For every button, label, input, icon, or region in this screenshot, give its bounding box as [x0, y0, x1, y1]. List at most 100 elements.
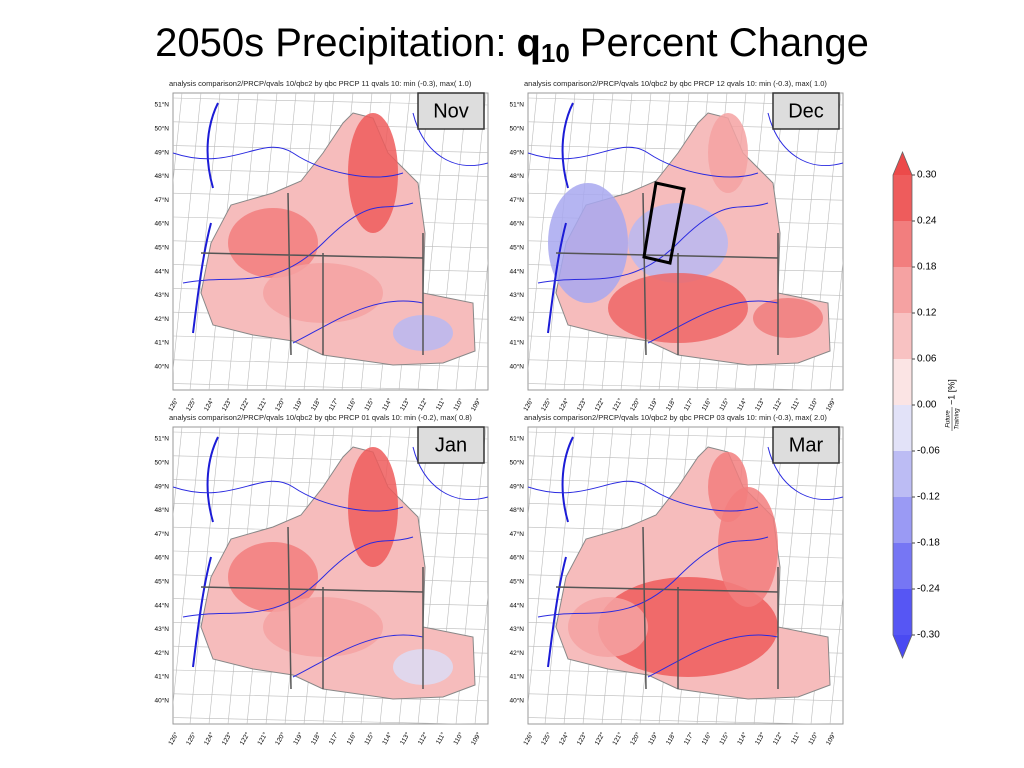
lat-label: 43°N: [154, 291, 169, 299]
anomaly-patch: [348, 447, 398, 567]
lat-label: 49°N: [509, 148, 524, 156]
map-panel: analysis comparison2/PRCP/qvals 10/qbc2 …: [154, 79, 489, 413]
map-panel: analysis comparison2/PRCP/qvals 10/qbc2 …: [154, 413, 489, 747]
graticule: [474, 258, 488, 390]
month-box: [417, 92, 485, 130]
colorbar-label-rest: −1 [%]: [946, 379, 956, 405]
lon-label: 113°: [753, 397, 767, 413]
lat-label: 50°N: [509, 459, 524, 467]
lat-label: 41°N: [509, 339, 524, 347]
colorbar-tick-label: -0.12: [917, 492, 940, 503]
graticule: [528, 383, 830, 390]
lat-label: 48°N: [154, 172, 169, 180]
map-content: [528, 93, 879, 390]
lon-label: 116°: [700, 397, 714, 413]
lat-label: 46°N: [509, 220, 524, 228]
anomaly-patch: [548, 183, 628, 303]
lat-label: 51°N: [509, 435, 524, 443]
colorbar-band: [893, 175, 912, 221]
lat-label: 43°N: [509, 625, 524, 633]
month-label: Mar: [789, 434, 824, 456]
lon-label: 117°: [327, 397, 341, 413]
graticule: [173, 359, 488, 368]
lon-label: 110°: [807, 397, 821, 413]
colorbar-tick-label: 0.24: [917, 216, 937, 227]
lon-label: 117°: [682, 397, 696, 413]
coastline: [192, 436, 219, 668]
graticule: [528, 427, 557, 708]
lat-label: 47°N: [509, 196, 524, 204]
river: [173, 446, 488, 678]
lon-label: 123°: [220, 731, 234, 747]
colorbar-band: [893, 359, 912, 405]
lon-label: 113°: [398, 731, 412, 747]
graticule: [528, 93, 538, 186]
lat-label: 51°N: [509, 101, 524, 109]
month-label: Jan: [435, 434, 467, 456]
lon-label: 120°: [273, 731, 287, 747]
lon-label: 123°: [220, 397, 234, 413]
graticule: [528, 359, 843, 368]
graticule: [173, 93, 202, 374]
lon-label: 112°: [771, 731, 785, 747]
graticule: [173, 693, 488, 702]
colorbar-tick-label: 0.00: [917, 400, 937, 411]
colorbar-band: [893, 497, 912, 543]
lon-label: 120°: [628, 397, 642, 413]
state-border: [555, 192, 779, 356]
map-panel: analysis comparison2/PRCP/qvals 10/qbc2 …: [509, 413, 844, 747]
graticule: [173, 427, 202, 708]
graticule: [528, 693, 843, 702]
lon-label: 109°: [469, 397, 483, 413]
lon-label: 115°: [363, 731, 377, 747]
lon-label: 119°: [646, 397, 660, 413]
lon-label: 125°: [184, 731, 198, 747]
lon-label: 113°: [398, 397, 412, 413]
lat-label: 45°N: [509, 244, 524, 252]
river: [173, 112, 488, 344]
colorbar-tick-label: -0.18: [917, 538, 940, 549]
title: 2050s Precipitation: q10 Percent Change: [155, 21, 869, 68]
colorbar-tick-label: 0.06: [917, 354, 937, 365]
colorbar-band: [893, 543, 912, 589]
highlight-box: [642, 181, 686, 265]
state-border: [200, 192, 424, 356]
colorbar-band: [893, 313, 912, 359]
lat-label: 48°N: [509, 506, 524, 514]
lat-label: 40°N: [154, 697, 169, 705]
coastline: [547, 102, 574, 334]
month-box: [772, 92, 840, 130]
lat-label: 45°N: [509, 578, 524, 586]
map-panel: analysis comparison2/PRCP/qvals 10/qbc2 …: [509, 79, 879, 413]
lon-label: 117°: [327, 731, 341, 747]
month-label: Dec: [788, 100, 824, 122]
graticule: [173, 383, 475, 390]
month-box: [772, 426, 840, 464]
title-prefix: 2050s Precipitation:: [155, 21, 506, 65]
title-symbol: q: [516, 21, 540, 65]
lon-label: 113°: [753, 731, 767, 747]
colorbar-label: Future Training −1 [%]: [946, 379, 961, 431]
lon-label: 125°: [184, 397, 198, 413]
lon-label: 114°: [380, 731, 394, 747]
lat-label: 41°N: [154, 339, 169, 347]
lat-label: 43°N: [154, 625, 169, 633]
lon-label: 117°: [682, 731, 696, 747]
lat-label: 49°N: [154, 482, 169, 490]
lon-label: 123°: [575, 397, 589, 413]
anomaly-patch: [228, 208, 318, 278]
colorbar-tick-label: -0.24: [917, 584, 940, 595]
lat-label: 44°N: [509, 601, 524, 609]
lon-label: 124°: [202, 731, 216, 747]
lat-label: 41°N: [509, 673, 524, 681]
lat-label: 46°N: [154, 220, 169, 228]
map-content: [173, 427, 488, 724]
lat-label: 48°N: [154, 506, 169, 514]
lon-label: 115°: [718, 731, 732, 747]
colorbar-label-numerator: Future: [946, 410, 952, 428]
graticule: [173, 427, 183, 520]
graticule: [173, 93, 183, 186]
state-border: [555, 526, 779, 690]
lon-label: 110°: [452, 397, 466, 413]
graticule: [849, 93, 879, 390]
